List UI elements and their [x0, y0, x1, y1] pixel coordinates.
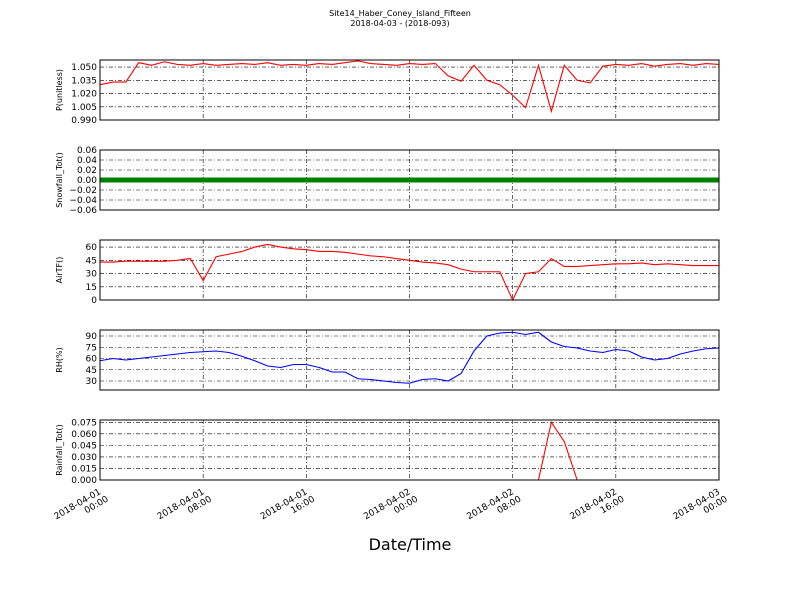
- y-tick-label: 75: [86, 343, 97, 353]
- y-axis-label: Snowfall_Tot(): [55, 152, 64, 208]
- y-tick-label: 0.000: [71, 476, 97, 486]
- y-tick-label: 0.06: [77, 146, 97, 156]
- y-tick-label: 0.075: [71, 418, 97, 428]
- y-tick-label: 0.060: [71, 430, 97, 440]
- y-tick-label: 60: [86, 243, 98, 253]
- y-tick-label: 30: [86, 377, 98, 387]
- subtitle: 2018-04-03 - (2018-093): [350, 19, 449, 28]
- data-line: [99, 60, 720, 114]
- y-tick-label: 1.035: [71, 76, 97, 86]
- data-line: [99, 331, 720, 384]
- y-tick-label: −0.06: [69, 206, 97, 216]
- data-line: [100, 243, 719, 302]
- y-tick-label: 30: [86, 270, 98, 280]
- y-tick-label: 0.045: [71, 441, 97, 451]
- y-tick-label: −0.02: [69, 186, 97, 196]
- y-tick-label: 1.005: [71, 103, 97, 113]
- y-tick-label: 15: [86, 283, 97, 293]
- y-tick-label: 0.04: [77, 156, 97, 166]
- y-tick-label: 0.990: [71, 116, 97, 126]
- y-tick-label: 60: [86, 355, 98, 365]
- y-tick-label: 1.020: [71, 90, 97, 100]
- y-tick-label: 0.030: [71, 453, 97, 463]
- x-axis-label: Date/Time: [369, 535, 452, 554]
- y-axis-label: P(unitless): [55, 69, 64, 111]
- y-tick-label: 90: [86, 332, 98, 342]
- plot-frame: [99, 329, 720, 391]
- y-axis-label: AirTF(): [55, 257, 64, 284]
- title: Site14_Haber_Coney_Island_Fifteen: [329, 9, 471, 18]
- y-tick-label: 45: [86, 366, 97, 376]
- y-tick-label: 0.02: [77, 166, 97, 176]
- plot-frame: [99, 59, 720, 121]
- plot-frame: [99, 419, 720, 481]
- y-axis-label: Rainfall_Tot(): [55, 424, 64, 476]
- plot-frame: [99, 239, 720, 301]
- y-tick-label: −0.04: [69, 196, 97, 206]
- y-tick-label: 1.050: [71, 63, 97, 73]
- y-tick-label: 0.00: [77, 176, 97, 186]
- y-tick-label: 0: [91, 296, 97, 306]
- y-tick-label: 0.015: [71, 464, 97, 474]
- plot-frame: [99, 149, 720, 211]
- y-tick-label: 45: [86, 256, 97, 266]
- y-axis-label: RH(%): [55, 347, 64, 372]
